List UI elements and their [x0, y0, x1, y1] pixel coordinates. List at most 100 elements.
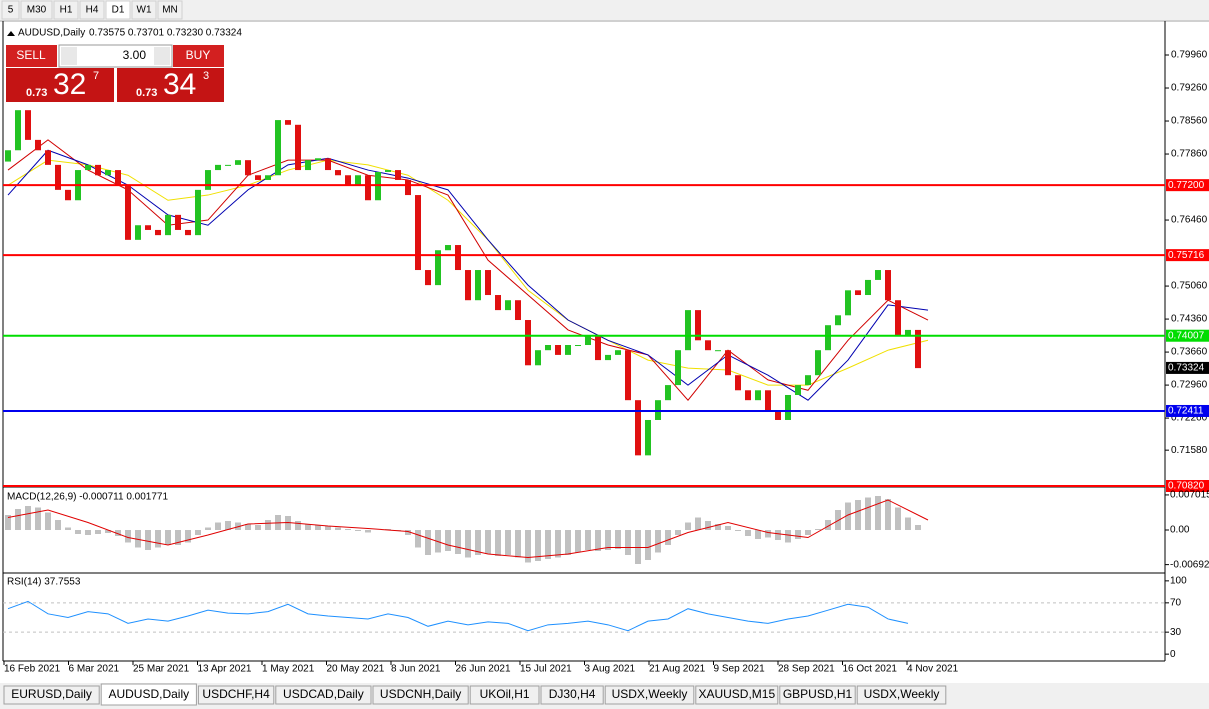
chart-tab-label[interactable]: USDCHF,H4 [202, 687, 270, 701]
timeframe-button[interactable] [79, 0, 105, 20]
macd-bar [685, 522, 691, 530]
lot-up[interactable] [154, 47, 170, 65]
timeframe-button[interactable] [157, 0, 183, 20]
timeframe-button[interactable] [131, 0, 157, 20]
candle-body [885, 270, 891, 301]
chart-tab[interactable] [3, 685, 100, 705]
ask-box[interactable] [117, 68, 224, 102]
candle-body [345, 175, 351, 186]
x-tick-label: 20 May 2021 [327, 664, 385, 675]
chart-tab[interactable] [779, 685, 856, 705]
candle-body [525, 320, 531, 366]
timeframe-button[interactable] [1, 0, 20, 20]
timeframe-label[interactable]: W1 [137, 5, 152, 16]
candle-body [205, 170, 211, 190]
candle-body [815, 350, 821, 376]
chart-tab-label[interactable]: EURUSD,Daily [11, 687, 92, 701]
candle-body [905, 329, 911, 336]
candle-body [475, 270, 481, 301]
y-tick-label: 0.00 [1170, 525, 1190, 536]
macd-bar [95, 530, 101, 534]
chart-tab[interactable] [540, 685, 604, 705]
y-tick-label: 0.72260 [1171, 413, 1208, 424]
macd-bar [745, 530, 751, 536]
chart-tab-label[interactable]: AUDUSD,Daily [108, 687, 189, 701]
timeframe-label[interactable]: M30 [27, 5, 47, 16]
sell-label[interactable]: SELL [16, 48, 46, 62]
macd-bar [245, 524, 251, 530]
chart-tab[interactable] [275, 685, 372, 705]
timeframe-label[interactable]: H1 [60, 5, 73, 16]
candle-body [875, 270, 881, 280]
candle-body [545, 345, 551, 351]
candle-body [275, 120, 281, 176]
candle-body [325, 158, 331, 171]
candle-body [435, 250, 441, 286]
chart-tab-label[interactable]: XAUUSD,M15 [698, 687, 775, 701]
timeframe-button[interactable] [20, 0, 53, 20]
chart-tab[interactable] [695, 685, 779, 705]
lot-box[interactable] [58, 44, 173, 68]
candle-body [235, 160, 241, 165]
collapse-icon[interactable] [7, 31, 15, 36]
macd-bar [825, 520, 831, 530]
candle-body [605, 354, 611, 361]
candle-body [335, 170, 341, 176]
y-tick-label: 0.76460 [1171, 215, 1208, 226]
timeframe-label[interactable]: MN [162, 5, 178, 16]
chart-tab-label[interactable]: UKOil,H1 [480, 687, 530, 701]
candle-body [245, 160, 251, 176]
x-tick-label: 3 Aug 2021 [585, 664, 636, 675]
candle-body [855, 290, 861, 296]
candle-body [285, 120, 291, 125]
buy-button[interactable] [173, 45, 224, 67]
macd-bar [305, 524, 311, 530]
macd-bar [465, 530, 471, 558]
price-level-label: 0.70820 [1168, 481, 1205, 492]
chart-tab-label[interactable]: DJ30,H4 [549, 687, 596, 701]
timeframe-button[interactable] [105, 0, 131, 20]
toolbar [0, 0, 1209, 20]
moving-average [7, 159, 929, 386]
chart-tab-label[interactable]: GBPUSD,H1 [783, 687, 853, 701]
price-level-tag [1166, 249, 1209, 262]
candle-body [105, 170, 111, 176]
chart-tab[interactable] [469, 685, 540, 705]
macd-bar [545, 530, 551, 559]
macd-bar [795, 530, 801, 539]
macd-bar [765, 530, 771, 538]
buy-label[interactable]: BUY [186, 48, 211, 62]
chart-tab-label[interactable]: USDX,Weekly [864, 687, 940, 701]
chart-tab[interactable] [100, 683, 197, 706]
chart-tab[interactable] [372, 685, 469, 705]
timeframe-button[interactable] [53, 0, 79, 20]
chart-tab[interactable] [856, 685, 947, 705]
macd-bar [775, 530, 781, 540]
candle-body [225, 164, 231, 166]
y-tick-label: 0.72960 [1171, 380, 1208, 391]
chart-tab[interactable] [197, 685, 275, 705]
chart-tab-label[interactable]: USDX,Weekly [612, 687, 688, 701]
timeframe-label[interactable]: H4 [86, 5, 99, 16]
x-tick-label: 6 Mar 2021 [69, 664, 120, 675]
timeframe-label[interactable]: 5 [8, 5, 14, 16]
timeframe-label[interactable]: D1 [112, 5, 125, 16]
candle-body [425, 270, 431, 286]
bid-frac: 7 [93, 70, 99, 82]
lot-down[interactable] [61, 47, 77, 65]
candle-body [675, 350, 681, 386]
macd-bar [575, 530, 581, 553]
bid-box[interactable] [6, 68, 114, 102]
candle-body [15, 110, 21, 151]
macd-bar [865, 497, 871, 530]
price-level-tag [1166, 404, 1209, 417]
macd-bar [885, 499, 891, 530]
chart-tab[interactable] [604, 685, 695, 705]
sell-button[interactable] [6, 45, 57, 67]
macd-bar [365, 530, 371, 533]
lot-value[interactable]: 3.00 [123, 48, 147, 62]
candle-body [555, 345, 561, 355]
chart-tab-label[interactable]: USDCAD,Daily [283, 687, 364, 701]
chart-tab-label[interactable]: USDCNH,Daily [380, 687, 461, 701]
macd-bar [555, 530, 561, 558]
